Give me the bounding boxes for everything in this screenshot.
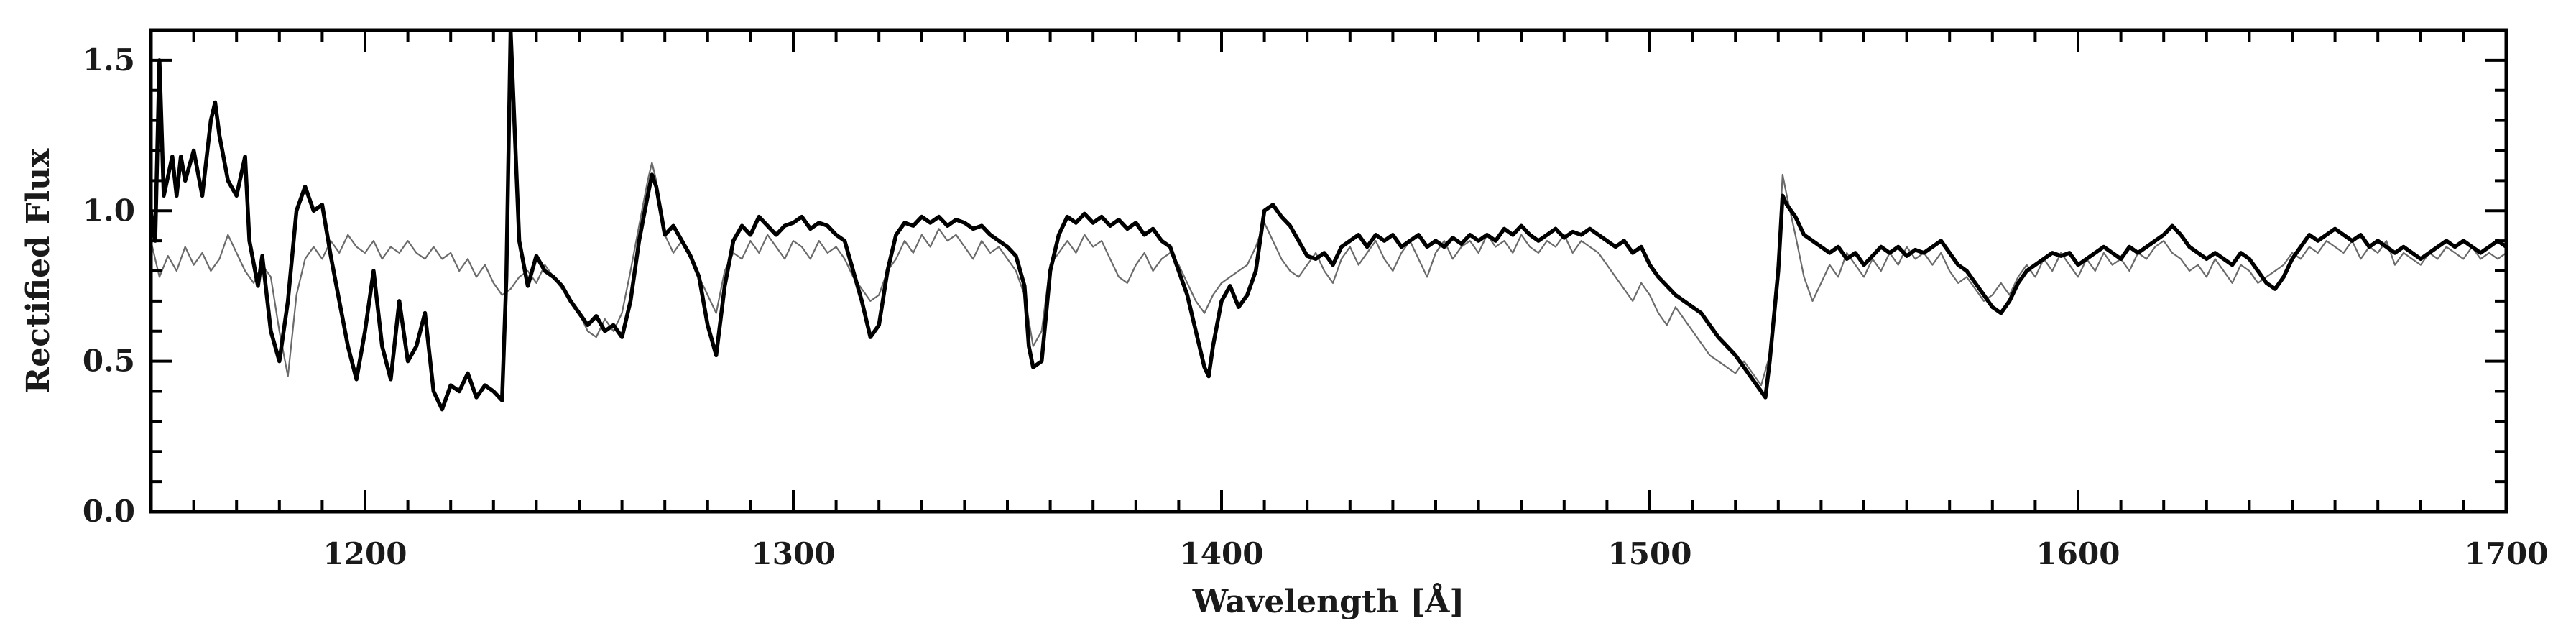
- x-tick-label: 1600: [2036, 536, 2120, 571]
- y-tick-label: 0.0: [83, 494, 135, 529]
- series-layer: [151, 30, 2506, 412]
- y-tick-label: 1.5: [83, 42, 135, 78]
- x-axis-title: Wavelength [Å]: [1192, 582, 1465, 620]
- x-tick-label: 1300: [752, 536, 836, 571]
- x-tick-label: 1400: [1180, 536, 1264, 571]
- plot-frame: [149, 28, 2508, 514]
- tick-layer: [149, 29, 2508, 513]
- series-line-1: [151, 30, 2506, 412]
- x-tick-label: 1500: [1608, 536, 1692, 571]
- y-tick-label: 1.0: [83, 193, 135, 228]
- series-line-2: [151, 162, 2506, 387]
- x-tick-label: 1200: [323, 536, 407, 571]
- y-tick-label: 0.5: [83, 344, 135, 379]
- x-tick-label: 1700: [2465, 536, 2549, 571]
- label-layer: 1200 1300 1400 1500 1600 1700 0.0 0.5 1.0 1.5: [83, 42, 2549, 571]
- y-axis-title: Rectified Flux: [20, 148, 57, 393]
